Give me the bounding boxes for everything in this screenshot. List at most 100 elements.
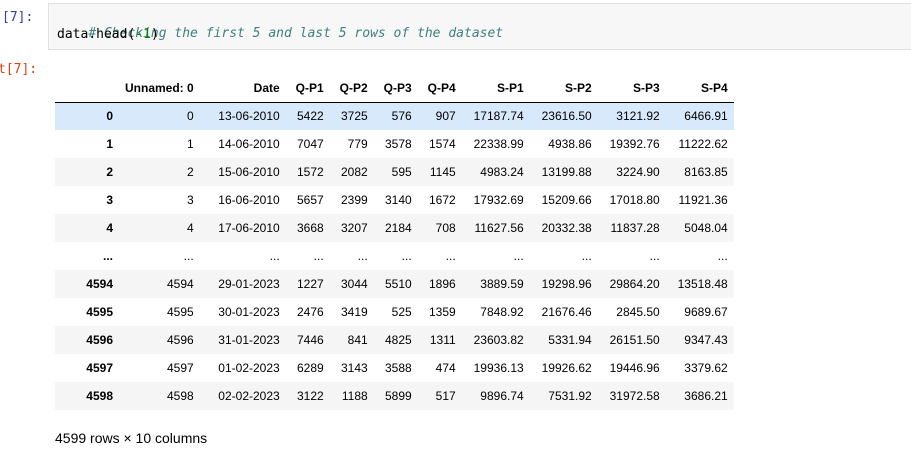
table-cell: 3143 (340, 361, 368, 375)
table-header-row: Unnamed: 0 Date Q-P1 Q-P2 Q-P3 Q-P4 S-P1… (55, 74, 734, 103)
table-cell: ... (717, 249, 728, 263)
table-cell: 5510 (384, 277, 412, 291)
table-cell: 3122 (296, 389, 324, 403)
table-cell: 3578 (384, 137, 412, 151)
row-index: 4597 (86, 361, 113, 375)
table-cell: 4 (187, 221, 194, 235)
code-call: data.head( (57, 27, 136, 42)
table-cell: 1572 (296, 165, 324, 179)
table-cell: 15-06-2010 (218, 165, 280, 179)
table-cell: 3686.21 (684, 389, 728, 403)
table-cell: 1145 (429, 165, 456, 179)
table-cell: 19446.96 (609, 361, 660, 375)
table-cell: 13199.88 (541, 165, 592, 179)
table-cell: 2845.50 (616, 305, 660, 319)
table-cell: 708 (435, 221, 456, 235)
table-cell: 525 (391, 305, 412, 319)
table-cell: 3121.92 (616, 109, 660, 124)
table-cell: 4938.86 (548, 137, 592, 151)
table-body: 0 0 13-06-2010 5422 3725 576 907 17187.74 23616.… (55, 102, 734, 410)
table-row: 4594 4594 29-01-2023 1227 3044 5510 1896 3889.5… (55, 270, 734, 298)
table-cell: 15209.66 (541, 193, 592, 207)
table-row: 4598 4598 02-02-2023 3122 1188 5899 517 9896.74… (55, 382, 734, 410)
table-cell: ... (357, 249, 368, 263)
code-comment-line: # Checking the first 5 and last 5 rows o… (57, 10, 503, 58)
table-cell: 11921.36 (678, 193, 728, 207)
table-cell: 19392.76 (609, 137, 660, 151)
table-cell: 595 (391, 165, 412, 179)
column-header: Q-P4 (417, 74, 462, 103)
column-header: S-P3 (597, 74, 666, 103)
table-row: 3 3 16-06-2010 5657 2399 3140 1672 17932.69 1520… (55, 186, 734, 214)
table-cell: 4825 (384, 333, 412, 347)
row-index: 2 (106, 165, 113, 179)
row-index: 3 (106, 193, 113, 207)
table-cell: ... (183, 249, 194, 263)
code-cell-input[interactable]: # Checking the first 5 and last 5 rows o… (48, 3, 911, 50)
table-cell: 841 (347, 333, 368, 347)
row-index: 4598 (86, 389, 113, 403)
row-index: 0 (106, 109, 113, 124)
table-cell: 4598 (166, 389, 194, 403)
table-cell: 4596 (166, 333, 194, 347)
table-cell: 13518.48 (677, 277, 728, 291)
table-cell: 9347.43 (684, 333, 728, 347)
table-cell: 4597 (166, 361, 194, 375)
table-cell: 19926.62 (541, 361, 592, 375)
table-cell: 2476 (296, 305, 324, 319)
table-cell: 14-06-2010 (218, 137, 280, 151)
table-cell: 17932.69 (473, 193, 524, 207)
table-cell: 517 (435, 389, 456, 403)
table-cell: 5657 (296, 193, 324, 207)
table-cell: 3224.90 (616, 165, 660, 179)
column-header: S-P4 (665, 74, 734, 103)
table-row: 4596 4596 31-01-2023 7446 841 4825 1311 23603.8… (55, 326, 734, 354)
table-cell: 6466.91 (684, 109, 728, 124)
table-row: ................................. (55, 242, 734, 270)
table-cell: 29-01-2023 (218, 277, 280, 291)
table-cell: 1574 (428, 137, 456, 151)
table-cell: 2184 (384, 221, 412, 235)
table-cell: 3 (187, 193, 194, 207)
table-cell: ... (581, 249, 592, 263)
column-header: Q-P1 (285, 74, 330, 103)
column-header: S-P1 (461, 74, 530, 103)
table-cell: 3044 (340, 277, 368, 291)
table-cell: 576 (391, 109, 412, 124)
table-cell: 2082 (340, 165, 368, 179)
table-cell: 474 (435, 361, 456, 375)
row-index: ... (102, 249, 113, 263)
table-cell: 02-02-2023 (218, 389, 280, 403)
table-cell: 3588 (384, 361, 412, 375)
table-row: 0 0 13-06-2010 5422 3725 576 907 17187.74 23616.… (55, 102, 734, 130)
table-cell: 01-02-2023 (218, 361, 280, 375)
row-index: 4594 (86, 277, 113, 291)
table-cell: ... (649, 249, 660, 263)
table-cell: 3419 (340, 305, 368, 319)
column-header: Unnamed: 0 (119, 74, 200, 103)
table-cell: 3889.59 (480, 277, 524, 291)
code-call-line: data.head(-1) (57, 27, 159, 43)
table-cell: 7848.92 (480, 305, 524, 319)
table-row: 4597 4597 01-02-2023 6289 3143 3588 474 19936.1… (55, 354, 734, 382)
input-prompt: [7]: (2, 10, 34, 25)
table-cell: 20332.38 (541, 221, 592, 235)
table-row: 1 1 14-06-2010 7047 779 3578 1574 22338.99 4938.… (55, 130, 734, 158)
table-cell: ... (513, 249, 524, 263)
table-cell: 907 (435, 109, 456, 124)
table-cell: 9896.74 (480, 389, 524, 403)
table-cell: 17-06-2010 (218, 221, 280, 235)
table-cell: 6289 (296, 361, 324, 375)
dataframe-shape: 4599 rows × 10 columns (55, 430, 208, 446)
table-row: 4595 4595 30-01-2023 2476 3419 525 1359 7848.92… (55, 298, 734, 326)
code-arg: -1 (135, 27, 151, 42)
table-cell: 23603.82 (473, 333, 524, 347)
row-index: 4595 (86, 305, 113, 319)
table-cell: 29864.20 (609, 277, 660, 291)
table-cell: 17018.80 (609, 193, 660, 207)
table-cell: 16-06-2010 (218, 193, 280, 207)
code-close: ) (150, 27, 159, 42)
row-index: 4 (106, 221, 113, 235)
output-prompt: t[7]: (0, 62, 38, 77)
column-header: Date (199, 74, 286, 103)
